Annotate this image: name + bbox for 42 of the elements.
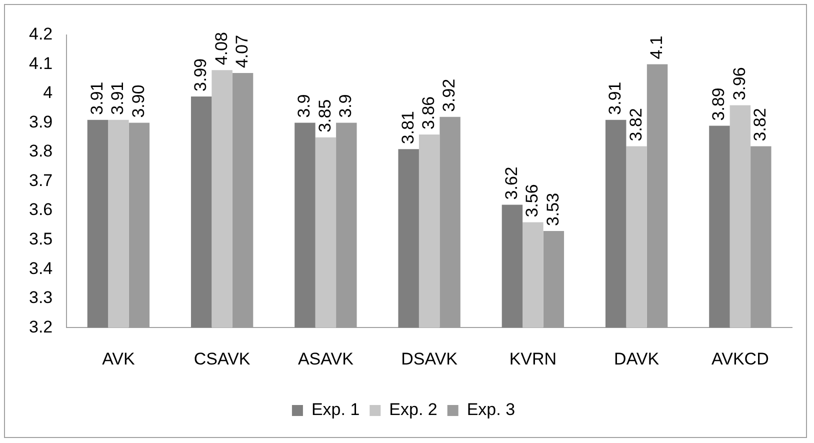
y-tick-label: 3.3 [28, 288, 53, 308]
x-tick-label: KVRN [509, 349, 557, 368]
legend-label: Exp. 3 [466, 400, 516, 420]
x-tick-label: CSAVK [194, 349, 251, 368]
data-label: 3.9 [294, 94, 314, 118]
data-label: 3.92 [440, 78, 459, 112]
data-label: 3.81 [398, 111, 418, 144]
x-tick-label: DAVK [614, 349, 660, 368]
data-label: 3.85 [315, 99, 334, 132]
data-label: 3.91 [606, 82, 625, 115]
data-label: 3.96 [730, 67, 749, 100]
x-tick-label: DSAVK [401, 349, 458, 368]
y-tick-label: 4 [43, 83, 53, 102]
y-tick-label: 3.2 [28, 317, 53, 336]
y-tick-label: 4.1 [28, 54, 53, 73]
data-label: 3.91 [87, 82, 106, 115]
y-tick-label: 3.4 [28, 258, 53, 278]
data-label: 4.08 [212, 32, 231, 66]
x-tick-label: AVK [102, 349, 136, 368]
data-label: 4.07 [232, 34, 252, 68]
data-label: 3.62 [502, 166, 521, 200]
data-label: 4.1 [646, 36, 666, 60]
y-tick-label: 4.2 [28, 24, 53, 44]
data-label: 3.53 [543, 192, 562, 226]
data-label: 3.86 [419, 96, 438, 130]
y-tick-label: 3.7 [28, 170, 53, 190]
data-label: 3.99 [191, 58, 210, 92]
x-tick-label: AVKCD [712, 349, 769, 368]
y-tick-label: 3.6 [28, 200, 53, 220]
legend-label: Exp. 1 [311, 400, 360, 420]
data-label: 3.56 [522, 184, 542, 218]
data-label: 3.90 [128, 84, 148, 118]
y-tick-label: 3.8 [28, 142, 53, 161]
y-tick-label: 3.9 [28, 112, 53, 132]
data-label: 3.89 [709, 88, 728, 121]
data-label: 3.91 [108, 82, 128, 115]
data-label: 3.82 [626, 108, 646, 142]
data-label: 3.82 [750, 108, 770, 142]
data-label: 3.9 [336, 94, 356, 118]
y-tick-label: 3.5 [28, 230, 53, 249]
legend-label: Exp. 2 [389, 400, 438, 420]
x-tick-label: ASAVK [298, 349, 354, 368]
